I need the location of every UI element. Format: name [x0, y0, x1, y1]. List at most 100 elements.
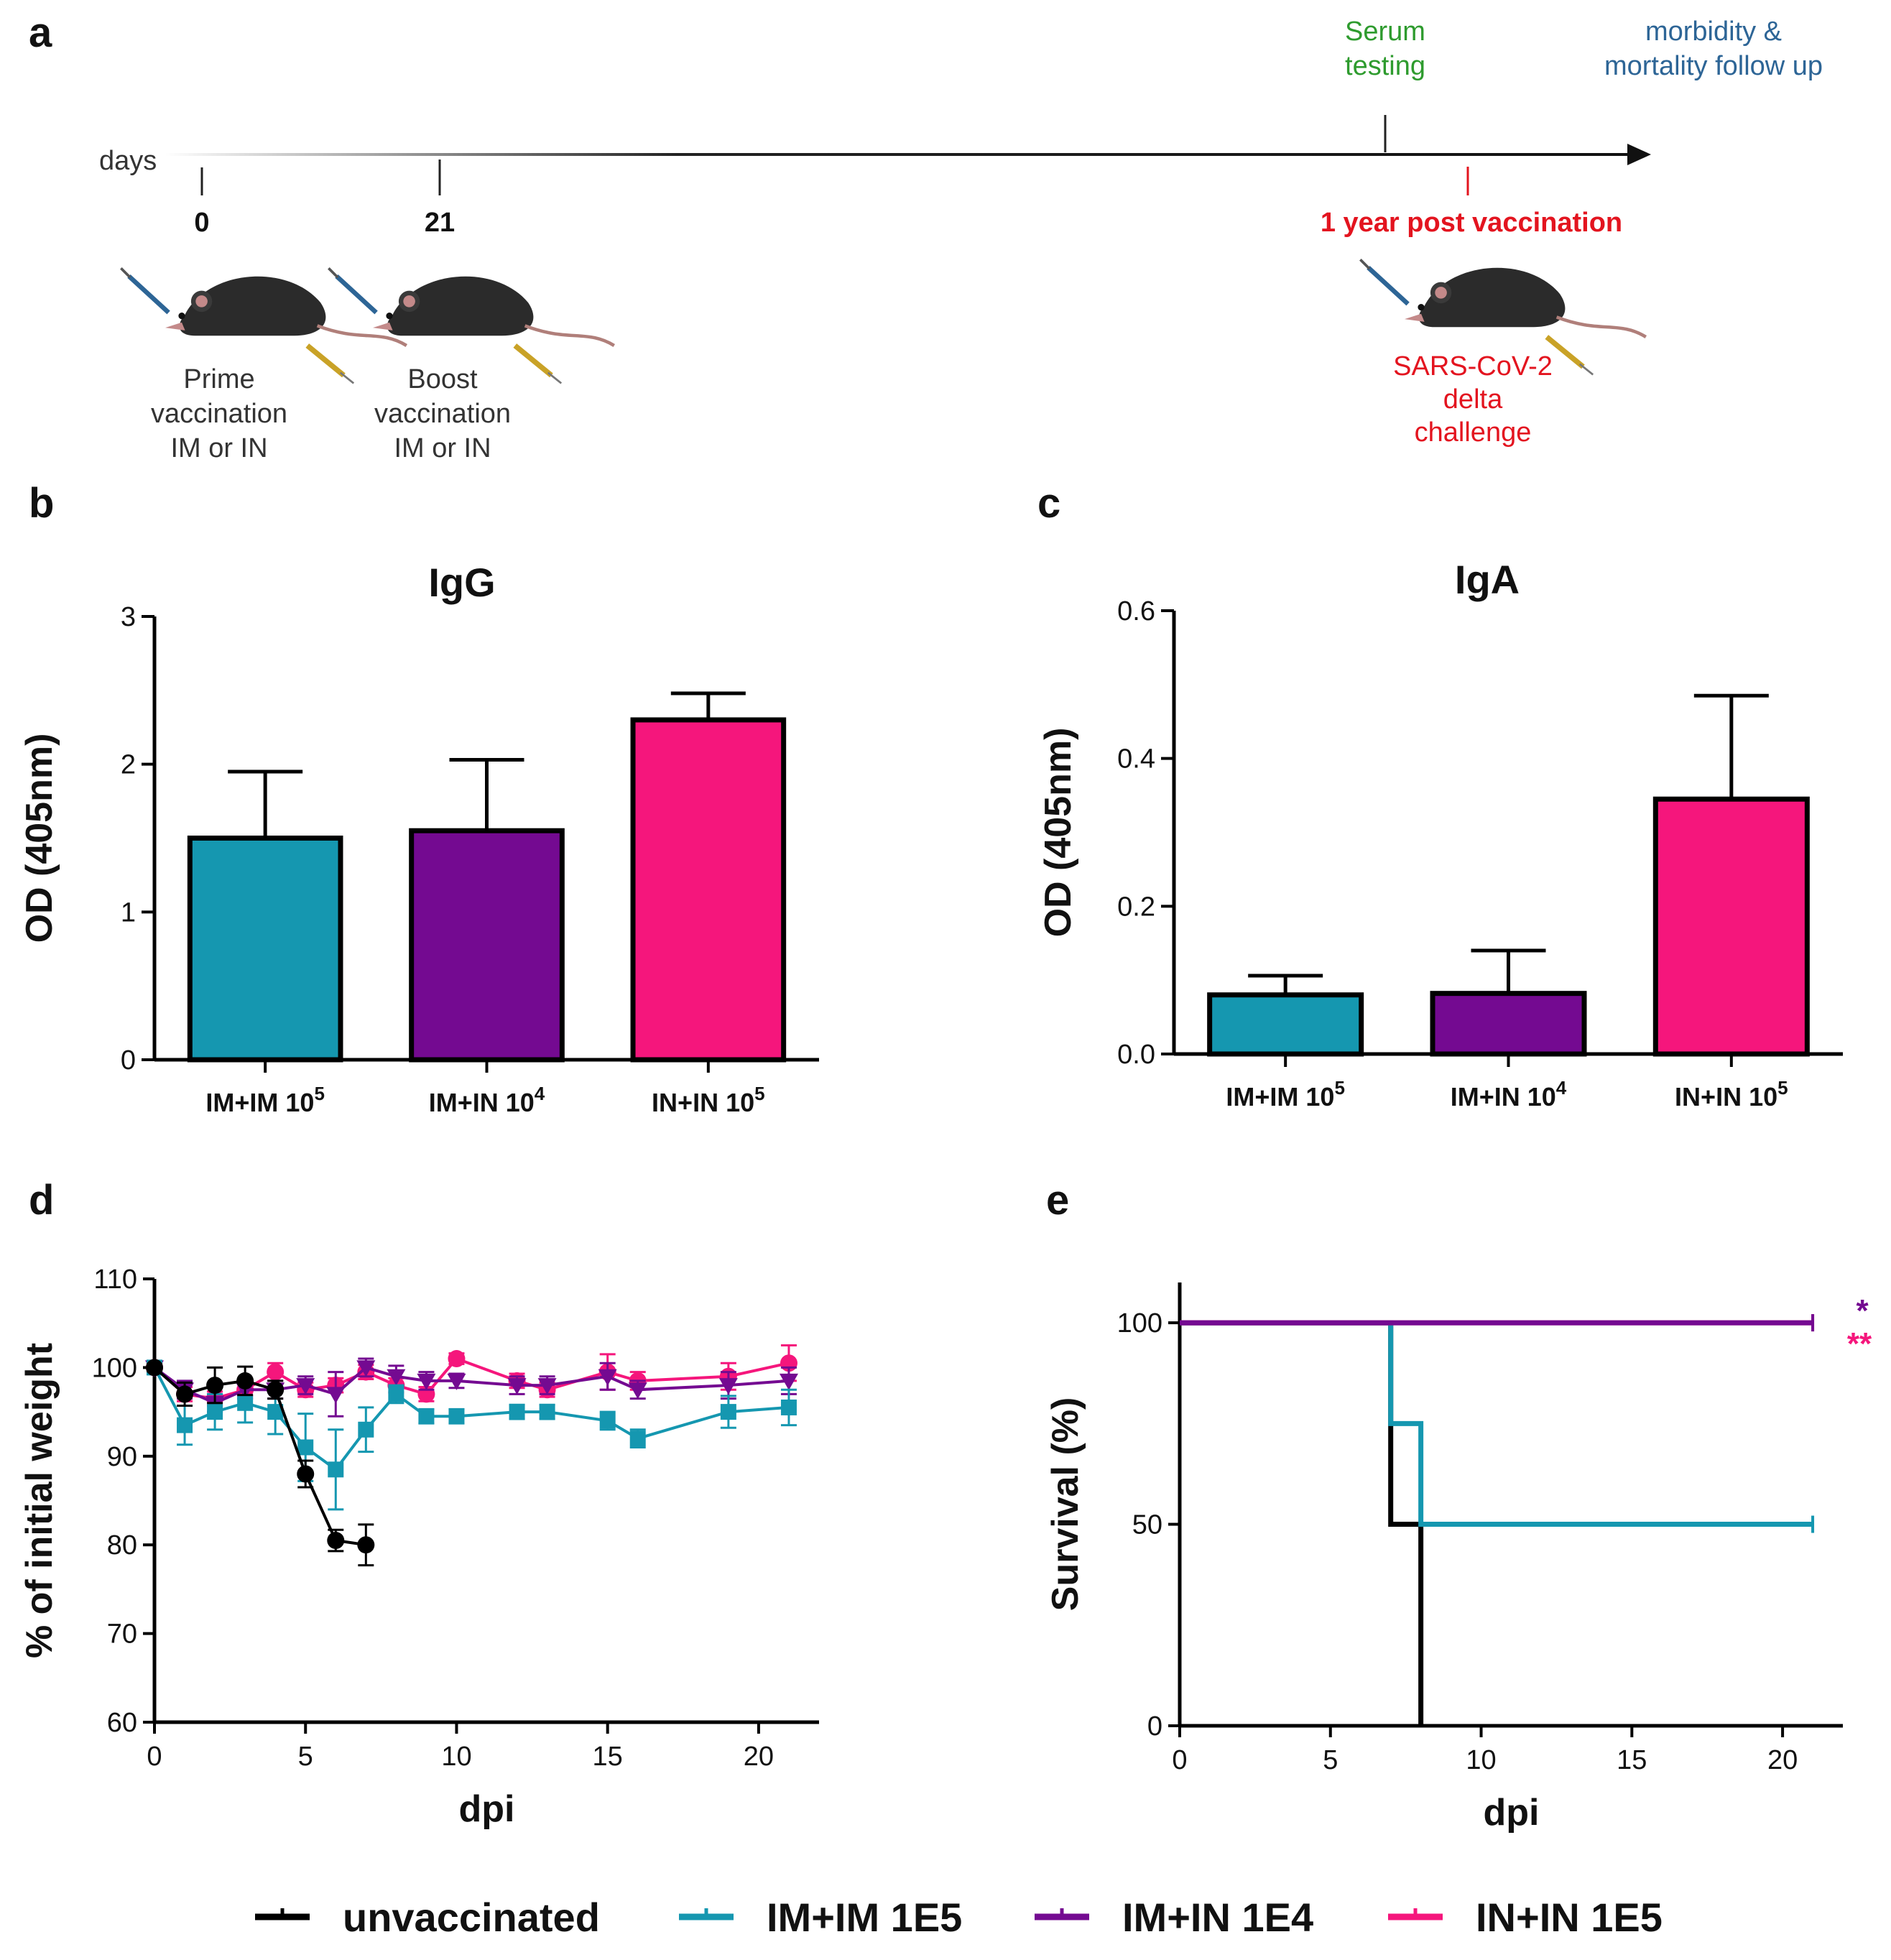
- category-label: IM+IN 104: [429, 1083, 545, 1117]
- data-point: [267, 1381, 285, 1399]
- data-point: [297, 1465, 315, 1483]
- timeline-axis: [165, 153, 1631, 156]
- y-axis-label: % of initial weight: [19, 1343, 60, 1658]
- y-tick-label: 50: [1132, 1510, 1162, 1540]
- prime-label-line3: IM or IN: [170, 433, 267, 463]
- data-point: [388, 1386, 404, 1402]
- panel-letter-a: a: [29, 9, 52, 56]
- serum-label-line2: testing: [1345, 51, 1425, 81]
- panel-letter-d: d: [29, 1177, 54, 1224]
- bar: [187, 836, 343, 1063]
- data-point: [267, 1363, 285, 1381]
- day0-label: 0: [194, 208, 209, 238]
- y-tick-label: 90: [107, 1442, 137, 1472]
- serum-label-line1: Serum: [1345, 17, 1425, 47]
- data-point: [599, 1413, 616, 1429]
- data-point: [358, 1421, 374, 1438]
- data-point: [417, 1373, 436, 1390]
- x-axis-label: dpi: [1484, 1792, 1540, 1834]
- x-tick-label: 0: [1172, 1745, 1187, 1775]
- weight-line-chart: 60 70 80 90 100 110 0 5 10 15 20 dpi % of initial we…: [19, 1265, 819, 1830]
- data-point: [448, 1408, 465, 1425]
- data-point: [628, 1382, 647, 1400]
- y-tick-label: 100: [1117, 1308, 1162, 1339]
- data-point: [779, 1373, 798, 1390]
- x-tick-label: 20: [1767, 1745, 1798, 1775]
- data-point: [720, 1404, 736, 1420]
- x-tick-label: 0: [147, 1742, 162, 1772]
- timeline-days-label: days: [99, 146, 157, 176]
- data-point: [507, 1378, 527, 1395]
- data-point: [448, 1350, 466, 1368]
- data-point: [176, 1385, 194, 1403]
- data-point: [206, 1377, 224, 1395]
- y-tick-label: 0: [1147, 1711, 1162, 1742]
- data-point: [327, 1532, 345, 1550]
- y-tick-label: 0.2: [1117, 892, 1155, 922]
- x-tick-label: 10: [441, 1742, 471, 1772]
- boost-label-line1: Boost: [407, 364, 478, 394]
- panel-letter-c: c: [1037, 480, 1060, 527]
- prime-label-line1: Prime: [183, 364, 254, 394]
- survival-curve: [1180, 1320, 1813, 1527]
- y-axis-label: OD (405nm): [1037, 728, 1079, 938]
- y-tick-label: 100: [92, 1353, 137, 1383]
- bar: [630, 717, 787, 1063]
- legend-label: IN+IN 1E5: [1476, 1895, 1663, 1940]
- legend-label: unvaccinated: [343, 1895, 600, 1940]
- data-point: [236, 1372, 254, 1390]
- followup-label-line2: mortality follow up: [1604, 51, 1823, 81]
- y-tick-label: 0.6: [1117, 596, 1155, 627]
- x-tick-label: 10: [1466, 1745, 1496, 1775]
- y-tick-label: 2: [121, 750, 136, 780]
- iga-bar-chart: IgA OD (405nm) 0.0 0.2 0.4 0.6 IM+IM 105 IM+IN …: [1037, 557, 1843, 1111]
- data-point: [537, 1378, 557, 1395]
- data-point: [357, 1536, 375, 1554]
- data-point: [629, 1430, 646, 1447]
- bar: [1430, 991, 1587, 1057]
- chart-title: IgA: [1455, 557, 1520, 602]
- category-label: IN+IN 105: [1675, 1077, 1788, 1111]
- prime-label-line2: vaccination: [151, 399, 287, 429]
- data-point: [718, 1378, 738, 1395]
- category-label: IN+IN 105: [652, 1083, 765, 1117]
- y-tick-label: 60: [107, 1708, 137, 1738]
- boost-label-line2: vaccination: [374, 399, 511, 429]
- timeline-panel: days 0 21 Serum testing morbidity & mort…: [99, 17, 1823, 463]
- y-tick-label: 110: [93, 1265, 137, 1295]
- data-point: [237, 1395, 254, 1411]
- x-axis-label: dpi: [459, 1788, 515, 1830]
- data-point: [509, 1404, 525, 1420]
- data-point: [356, 1360, 376, 1377]
- significance-star-im-in: *: [1856, 1293, 1869, 1328]
- legend-label: IM+IN 1E4: [1122, 1895, 1313, 1940]
- data-point: [267, 1404, 284, 1420]
- panel-letter-e: e: [1046, 1177, 1069, 1224]
- y-tick-label: 3: [121, 602, 136, 632]
- day21-label: 21: [425, 208, 455, 238]
- data-point: [598, 1369, 617, 1386]
- data-point: [387, 1369, 406, 1386]
- chart-title: IgG: [428, 560, 495, 605]
- challenge-label-line2: delta: [1443, 384, 1503, 415]
- data-point: [418, 1408, 435, 1425]
- prime-mouse-icon: [121, 268, 406, 383]
- y-axis-label: Survival (%): [1045, 1397, 1086, 1612]
- y-tick-label: 80: [107, 1530, 137, 1561]
- data-point: [780, 1399, 797, 1415]
- bar: [1207, 992, 1364, 1057]
- category-label: IM+IN 104: [1451, 1077, 1567, 1111]
- data-point: [447, 1373, 466, 1390]
- data-point: [296, 1378, 315, 1395]
- bar: [1652, 796, 1810, 1057]
- survival-chart: 0 50 100 0 5 10 15 20 dpi Survival (%) ***: [1045, 1282, 1872, 1834]
- challenge-label-line1: SARS-CoV-2: [1393, 351, 1553, 382]
- data-point: [177, 1417, 193, 1433]
- data-point: [326, 1387, 346, 1404]
- igg-bar-chart: IgG OD (405nm) 0 1 2 3 IM+IM 105 IM+IN 104 IN+IN…: [19, 560, 819, 1117]
- panel-letter-b: b: [29, 480, 54, 527]
- data-point: [207, 1404, 223, 1420]
- x-tick-label: 15: [593, 1742, 623, 1772]
- data-point: [539, 1404, 555, 1420]
- y-axis-label: OD (405nm): [19, 734, 60, 943]
